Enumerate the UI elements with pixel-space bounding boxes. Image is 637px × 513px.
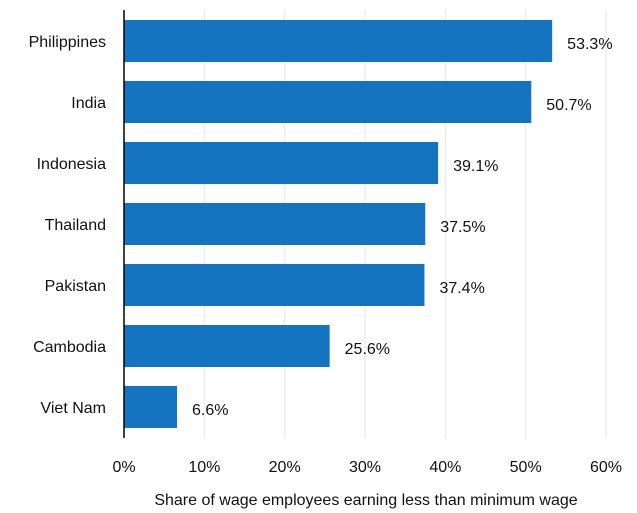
x-tick-label: 50% bbox=[510, 459, 542, 476]
category-label: India bbox=[71, 95, 106, 112]
data-label: 37.4% bbox=[439, 280, 484, 297]
x-tick-labels: 0% 10% 20% 30% 40% 50% 60% bbox=[112, 459, 622, 476]
category-label: Cambodia bbox=[33, 339, 106, 356]
category-label: Viet Nam bbox=[40, 400, 106, 417]
data-label: 50.7% bbox=[546, 97, 591, 114]
data-label: 53.3% bbox=[567, 36, 612, 53]
data-label: 37.5% bbox=[440, 219, 485, 236]
bar bbox=[124, 81, 532, 123]
data-labels: 53.3% 50.7% 39.1% 37.5% 37.4% 25.6% 6.6% bbox=[192, 36, 613, 419]
bar bbox=[124, 386, 178, 428]
bar bbox=[124, 203, 426, 245]
category-label: Philippines bbox=[29, 34, 106, 51]
x-tick-label: 60% bbox=[590, 459, 622, 476]
x-tick-label: 30% bbox=[349, 459, 381, 476]
bar bbox=[124, 142, 439, 184]
data-label: 6.6% bbox=[192, 402, 228, 419]
x-tick-label: 20% bbox=[269, 459, 301, 476]
x-tick-label: 40% bbox=[429, 459, 461, 476]
x-tick-label: 10% bbox=[188, 459, 220, 476]
x-axis-title: Share of wage employees earning less tha… bbox=[154, 492, 577, 509]
category-labels: Philippines India Indonesia Thailand Pakista… bbox=[29, 34, 106, 417]
bar bbox=[124, 20, 553, 62]
bar bbox=[124, 264, 425, 306]
data-label: 39.1% bbox=[453, 158, 498, 175]
category-label: Thailand bbox=[45, 217, 106, 234]
x-tick-label: 0% bbox=[112, 459, 135, 476]
category-label: Pakistan bbox=[45, 278, 106, 295]
bars bbox=[124, 20, 553, 428]
bar bbox=[124, 325, 330, 367]
category-label: Indonesia bbox=[37, 156, 106, 173]
data-label: 25.6% bbox=[345, 341, 390, 358]
